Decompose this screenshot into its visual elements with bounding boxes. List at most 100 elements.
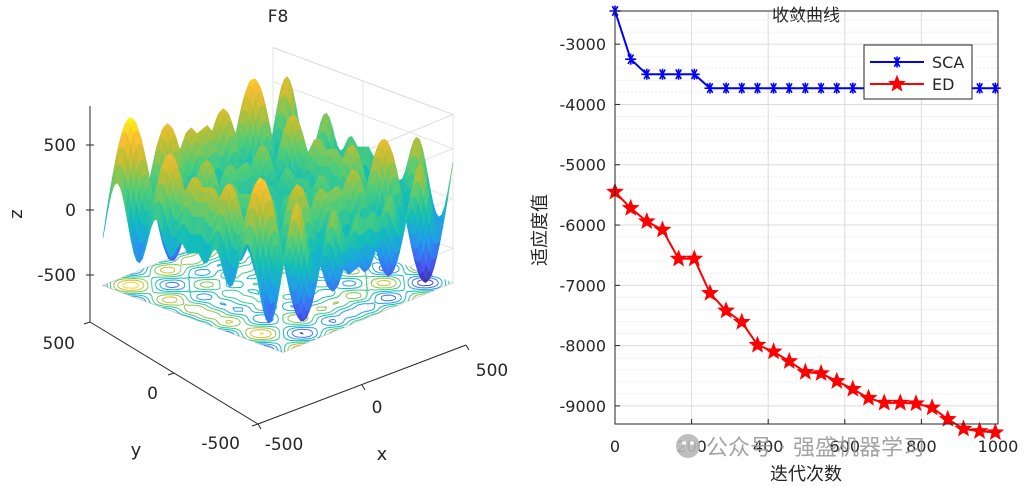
x-tick-0: 0 <box>372 398 383 418</box>
series-ed <box>606 182 1005 441</box>
point-ed-23 <box>970 421 989 439</box>
y-tick-mark-2 <box>251 423 259 427</box>
watermark-text: 公众号 · 强盛机器学习 <box>706 436 925 461</box>
point-sca-9 <box>752 82 763 94</box>
x-tick-label-4: 800 <box>906 437 937 456</box>
point-ed-6 <box>701 283 719 301</box>
x-axis-label: x <box>377 444 388 465</box>
wechat-icon <box>676 434 700 458</box>
point-ed-18 <box>891 393 910 411</box>
point-ed-12 <box>796 362 815 380</box>
point-ed-4 <box>669 249 688 267</box>
x-tick-mark-0 <box>257 423 262 430</box>
y-tick-label-5: -8000 <box>560 337 607 356</box>
point-ed-16 <box>859 388 878 406</box>
x-tick-label-3: 600 <box>830 437 861 456</box>
y-tick-label-6: -9000 <box>560 397 607 416</box>
y-tick-label-2: -5000 <box>560 156 607 175</box>
legend-entry-sca: SCA <box>870 53 964 72</box>
point-sca-15 <box>847 82 859 94</box>
point-ed-15 <box>843 379 862 397</box>
y-tick-label-0: -3000 <box>560 35 607 54</box>
point-ed-21 <box>938 409 957 427</box>
convergence-x-label: 迭代次数 <box>770 464 842 485</box>
y-tick-label-3: -6000 <box>560 216 607 235</box>
point-sca-3 <box>657 68 668 80</box>
plot-frame <box>614 10 999 425</box>
z-tick-neg500: -500 <box>37 266 76 286</box>
point-sca-6 <box>704 82 716 94</box>
point-ed-5 <box>685 249 704 267</box>
y-tick-mark-1 <box>167 372 175 376</box>
legend-marker-ed <box>888 74 906 92</box>
x-tick-neg500: -500 <box>265 435 304 455</box>
point-ed-7 <box>717 301 736 319</box>
point-sca-10 <box>768 82 780 94</box>
convergence-y-label: 适应度值 <box>530 194 551 266</box>
watermark: 公众号 · 强盛机器学习 <box>676 434 925 461</box>
point-sca-12 <box>799 82 811 94</box>
y-tick-mark-0 <box>83 321 91 325</box>
wechat-icon-eye-right <box>690 441 694 445</box>
point-sca-4 <box>673 68 685 80</box>
z-axis-label: z <box>6 209 27 218</box>
point-ed-2 <box>637 211 656 230</box>
y-tick-500: 500 <box>43 334 75 354</box>
z-tick-500: 500 <box>44 136 76 156</box>
x-tick-label-0: 0 <box>610 437 620 456</box>
point-ed-24 <box>986 422 1005 441</box>
legend-label-ed: ED <box>932 75 954 94</box>
legend-label-sca: SCA <box>932 53 964 72</box>
point-sca-8 <box>736 82 748 94</box>
series-line-ed <box>614 191 996 434</box>
z-axis-ticks: 500 0 -500 <box>37 136 76 286</box>
y-axis-ticks: 500 0 -500 <box>43 334 240 454</box>
surface-plot-panel: F8 500 0 -500 z 500 0 -500 y -500 0 500 … <box>6 7 508 465</box>
z-tick-0: 0 <box>65 201 76 221</box>
y-tick-0: 0 <box>147 384 158 404</box>
y-tick-label-4: -7000 <box>560 276 607 295</box>
y-axis-label: y <box>131 440 142 461</box>
y-tick-label-1: -4000 <box>560 95 607 114</box>
point-ed-11 <box>780 351 799 369</box>
point-sca-13 <box>815 82 827 94</box>
point-sca-2 <box>641 68 653 80</box>
x-tick-label-2: 400 <box>753 437 784 456</box>
surface-title: F8 <box>268 7 289 27</box>
point-ed-17 <box>875 393 894 411</box>
convergence-plot-panel: 收敛曲线 -3000 -4000 -5000 -6000 -7000 -8000 -9000… <box>530 5 1019 485</box>
point-ed-22 <box>954 419 973 437</box>
x-axis-line <box>257 344 467 425</box>
point-sca-24 <box>989 82 1001 94</box>
y-ticks: -3000 -4000 -5000 -6000 -7000 -8000 -9000 <box>560 35 620 416</box>
point-ed-19 <box>907 394 925 412</box>
point-ed-20 <box>923 398 942 416</box>
point-sca-23 <box>974 82 986 94</box>
legend: SCA ED <box>863 44 973 100</box>
point-ed-13 <box>812 364 831 381</box>
y-tick-neg500: -500 <box>201 434 240 454</box>
point-sca-14 <box>831 82 843 94</box>
x-tick-mark-1 <box>361 384 366 391</box>
legend-box <box>863 44 973 100</box>
legend-entry-ed: ED <box>870 74 954 94</box>
point-ed-8 <box>732 312 751 330</box>
x-tick-label-5: 1000 <box>978 437 1019 456</box>
x-axis-ticks: -500 0 500 <box>265 361 509 455</box>
convergence-title: 收敛曲线 <box>772 6 840 26</box>
point-ed-1 <box>621 198 640 216</box>
surface-mesh <box>102 76 454 324</box>
point-sca-11 <box>783 82 795 94</box>
x-tick-500: 500 <box>476 361 508 381</box>
point-ed-10 <box>764 342 783 360</box>
contour-level-500 <box>117 218 391 350</box>
legend-marker-sca <box>891 56 903 68</box>
x-tick-mark-2 <box>465 344 470 351</box>
point-sca-7 <box>720 82 732 94</box>
point-ed-3 <box>653 220 672 238</box>
point-sca-1 <box>625 53 637 65</box>
surface-face <box>279 250 286 285</box>
point-ed-14 <box>827 371 846 389</box>
point-ed-9 <box>748 335 767 353</box>
